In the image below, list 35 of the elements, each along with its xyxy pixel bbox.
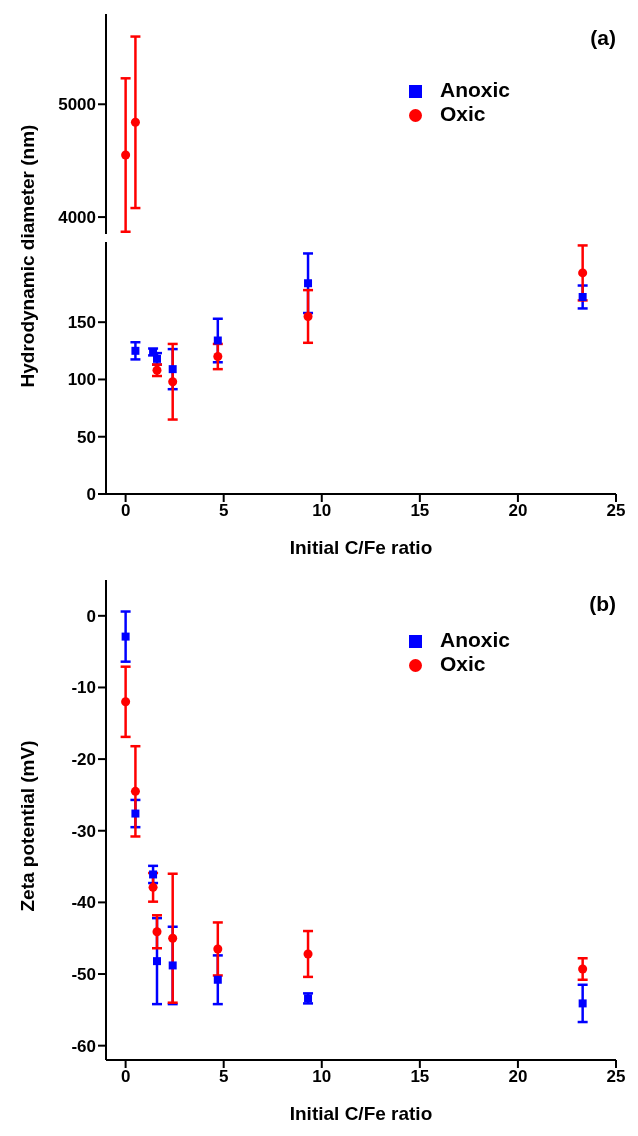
x-tick-label: 25 xyxy=(606,1067,626,1087)
y-tick-label: 50 xyxy=(77,427,96,447)
x-tick-label: 10 xyxy=(312,501,332,521)
y-tick-label: -30 xyxy=(71,821,96,841)
legend-label: Oxic xyxy=(439,102,486,125)
x-axis-title: Initial C/Fe ratio xyxy=(289,537,433,558)
x-axis-title: Initial C/Fe ratio xyxy=(289,1103,433,1124)
legend-label: Anoxic xyxy=(439,628,510,651)
y-axis-title: Zeta potential (mV) xyxy=(17,740,39,912)
x-tick-label: 0 xyxy=(120,501,131,521)
y-tick-label: -60 xyxy=(71,1036,96,1056)
x-tick-label: 15 xyxy=(410,501,430,521)
x-tick-label: 10 xyxy=(312,1067,332,1087)
x-tick-label: 20 xyxy=(508,501,528,521)
legend-label: Oxic xyxy=(439,652,486,675)
y-tick-label: 100 xyxy=(67,370,96,390)
annotation: (b) xyxy=(589,592,616,616)
y-tick-label: 5000 xyxy=(58,95,96,115)
y-tick-label: -50 xyxy=(71,965,96,985)
y-tick-label: -20 xyxy=(71,750,96,770)
x-tick-label: 0 xyxy=(120,1067,131,1087)
legend-label: Anoxic xyxy=(439,78,510,101)
y-axis-title: Hydrodynamic diameter (nm) xyxy=(17,124,39,388)
x-tick-label: 5 xyxy=(218,1067,229,1087)
y-tick-label: 4000 xyxy=(58,208,96,228)
y-tick-label: 150 xyxy=(67,313,96,333)
x-tick-label: 25 xyxy=(606,501,626,521)
x-tick-label: 20 xyxy=(508,1067,528,1087)
y-tick-label: 0 xyxy=(86,485,96,505)
x-tick-label: 15 xyxy=(410,1067,430,1087)
annotation: (a) xyxy=(590,26,616,50)
y-tick-label: 0 xyxy=(86,606,96,626)
x-tick-label: 5 xyxy=(218,501,229,521)
y-tick-label: -40 xyxy=(71,893,96,913)
y-tick-label: -10 xyxy=(71,678,96,698)
